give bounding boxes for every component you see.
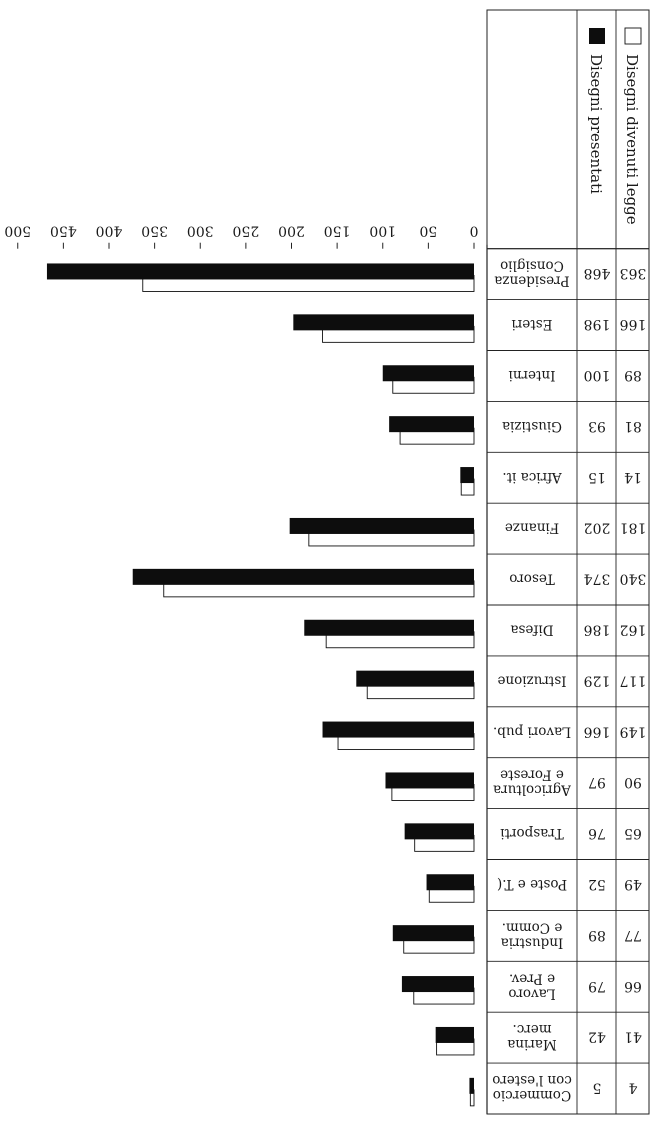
cell-presented: 76 (588, 825, 606, 841)
cell-presented: 202 (584, 520, 611, 536)
value-axis: 500 450 400 350 300 250 200 150 100 50 0 (4, 223, 478, 249)
tick-label: 350 (141, 223, 168, 239)
bar-presentati (435, 1026, 474, 1043)
category-label: merc. (512, 1021, 551, 1037)
cell-law: 14 (624, 469, 642, 485)
bar-presentati (401, 976, 474, 993)
category-label: Trasporti (500, 825, 564, 841)
bar-presentati (356, 670, 474, 687)
category-label: Africa it. (502, 469, 562, 485)
bar-presentati (385, 772, 474, 789)
cell-law: 340 (620, 571, 647, 587)
tick-label: 0 (470, 223, 479, 239)
cell-law: 181 (620, 520, 647, 536)
cell-law: 162 (620, 621, 647, 637)
cell-law: 49 (624, 876, 642, 892)
category-label: Giustizia (502, 418, 562, 434)
cell-law: 117 (620, 672, 647, 688)
cell-law: 149 (620, 723, 647, 739)
cell-presented: 186 (584, 621, 611, 637)
cell-presented: 15 (588, 469, 606, 485)
tick-label: 500 (4, 223, 31, 239)
bar-presentati (404, 823, 474, 840)
category-label: Presidenza (494, 273, 569, 289)
cell-presented: 100 (584, 367, 611, 383)
category-label: Tesoro (509, 571, 555, 587)
cell-law: 89 (624, 367, 642, 383)
cell-law: 65 (624, 825, 642, 841)
cell-law: 66 (624, 978, 642, 994)
cell-presented: 374 (584, 571, 611, 587)
category-label: e Foreste (500, 767, 564, 783)
legend-presentati: Disegni presentati (587, 28, 605, 194)
tick-label: 400 (96, 223, 123, 239)
bar-presentati (389, 416, 474, 433)
cell-presented: 52 (588, 876, 606, 892)
tick-label: 450 (50, 223, 77, 239)
category-label: con l'estero (492, 1072, 572, 1088)
cell-law: 166 (620, 316, 647, 332)
tick-label: 300 (187, 223, 214, 239)
category-label: Consiglio (500, 258, 564, 274)
legend-divenuti-legge: Disegni divenuti legge (623, 27, 642, 225)
tick-label: 150 (324, 223, 351, 239)
cell-presented: 97 (588, 774, 606, 790)
legend-frame (486, 9, 650, 250)
category-label: e Comm. (502, 919, 563, 935)
category-label: Difesa (510, 621, 553, 637)
bar-presentati (469, 1077, 474, 1094)
bars (46, 263, 475, 1107)
bar-presentati (392, 925, 474, 942)
bar-presentati (304, 619, 474, 636)
tick-label: 50 (419, 223, 437, 239)
cell-presented: 42 (588, 1029, 606, 1045)
category-label: Marina (507, 1036, 556, 1052)
cell-presented: 79 (588, 978, 606, 994)
legend-swatch (624, 27, 642, 45)
category-label: Lavoro (508, 985, 555, 1001)
bar-presentati (132, 568, 474, 585)
cell-presented: 198 (584, 316, 611, 332)
cell-law: 41 (624, 1029, 642, 1045)
cell-law: 90 (624, 774, 642, 790)
bar-presentati (460, 467, 474, 484)
tick-label: 250 (233, 223, 260, 239)
category-label: Poste e T.( (497, 876, 567, 892)
bar-presentati (289, 517, 474, 534)
category-label: Industria (501, 934, 564, 950)
bar-presentati (293, 314, 474, 331)
cell-presented: 129 (584, 672, 611, 688)
category-label: Agricoltura (493, 782, 572, 798)
bar-presentati (382, 365, 474, 382)
cell-presented: 89 (588, 927, 606, 943)
category-label: Commercio (493, 1087, 572, 1103)
legend-swatch (589, 28, 605, 44)
legend-label: Disegni presentati (587, 54, 605, 194)
legend-label: Disegni divenuti legge (623, 54, 641, 225)
category-label: Esteri (511, 316, 553, 332)
cell-presented: 5 (593, 1080, 602, 1096)
cell-law: 4 (628, 1080, 637, 1096)
cell-law: 363 (620, 265, 647, 281)
bar-presentati (426, 874, 474, 891)
cell-law: 81 (624, 418, 642, 434)
tick-label: 100 (369, 223, 396, 239)
category-label: e Prev. (509, 970, 555, 986)
cell-presented: 93 (588, 418, 606, 434)
bar-presentati (322, 721, 474, 738)
cell-presented: 468 (584, 265, 611, 281)
category-label: Istruzione (497, 672, 566, 688)
category-label: Interni (508, 367, 556, 383)
bar-presentati (46, 263, 474, 280)
category-label: Finanze (505, 520, 559, 536)
cell-presented: 166 (584, 723, 611, 739)
cell-law: 77 (624, 927, 642, 943)
legend: Disegni presentati Disegni divenuti legge (486, 9, 650, 250)
category-label: Lavori pub. (493, 723, 571, 739)
tick-label: 200 (278, 223, 305, 239)
